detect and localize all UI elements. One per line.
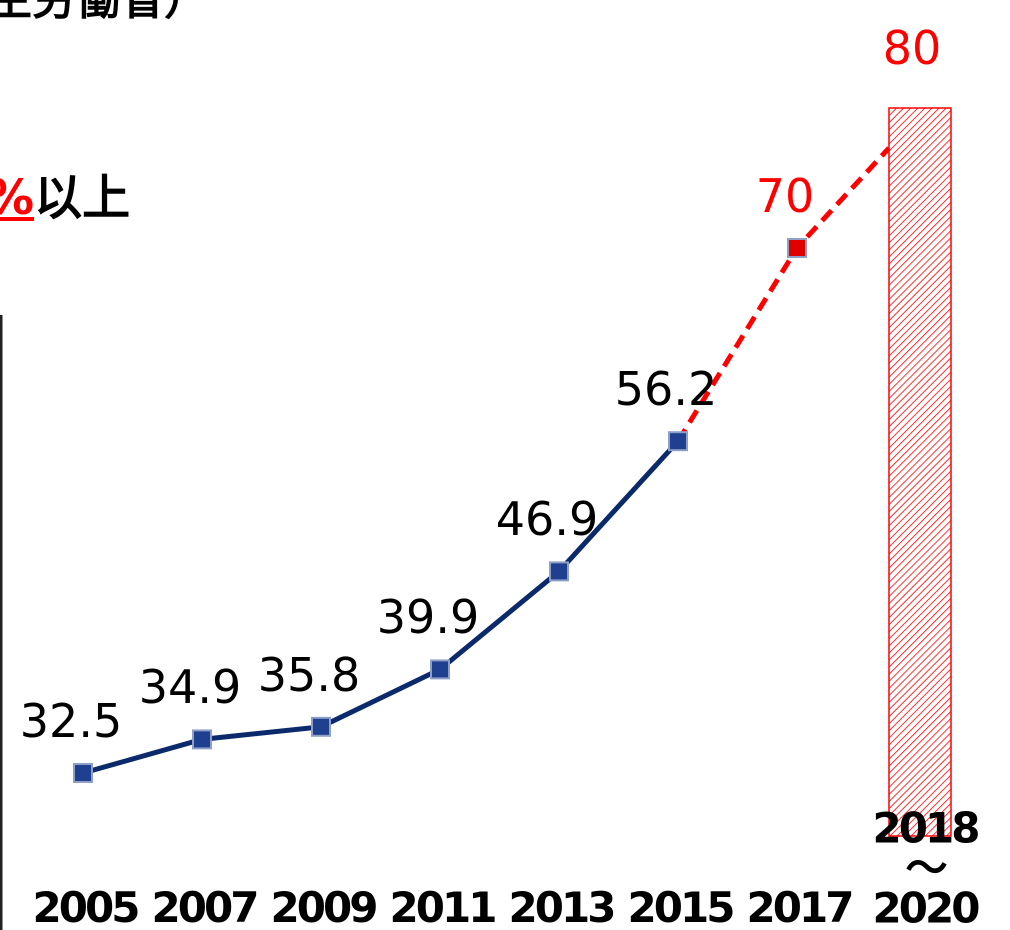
point-marker bbox=[549, 561, 569, 582]
x-tick-label: 2011 bbox=[389, 883, 498, 930]
x-tick-label: 2005 bbox=[32, 883, 141, 930]
point-marker bbox=[787, 238, 807, 258]
point-marker bbox=[430, 659, 450, 680]
value-label: 70 bbox=[755, 169, 815, 223]
value-label: 35.8 bbox=[257, 647, 361, 702]
x-tick-label: 2007 bbox=[151, 883, 260, 930]
headline: %以上 bbox=[0, 126, 130, 222]
value-label: 34.9 bbox=[138, 660, 242, 715]
point-marker bbox=[192, 729, 212, 750]
value-label: 46.9 bbox=[495, 492, 599, 547]
point-marker bbox=[311, 716, 331, 737]
series-line bbox=[82, 439, 680, 776]
value-label: 39.9 bbox=[376, 590, 480, 645]
x-tick-label: 2013 bbox=[508, 883, 617, 930]
headline-highlight: % bbox=[0, 170, 34, 226]
bar-value-label: 80 bbox=[882, 21, 942, 75]
x-tick-label: 2015 bbox=[627, 883, 736, 930]
x-tick-label: 2018 ～2020 bbox=[872, 803, 981, 930]
point-marker bbox=[73, 763, 93, 783]
x-tick-label: 2009 bbox=[270, 883, 379, 930]
x-tick-label: 2017 bbox=[746, 883, 855, 930]
headline-text: 以上 bbox=[34, 170, 131, 226]
target-bar bbox=[888, 107, 952, 837]
value-label: 32.5 bbox=[19, 694, 123, 748]
point-marker bbox=[668, 431, 688, 452]
source-fragment: 生労働省） bbox=[0, 0, 208, 22]
value-label: 56.2 bbox=[614, 362, 718, 417]
